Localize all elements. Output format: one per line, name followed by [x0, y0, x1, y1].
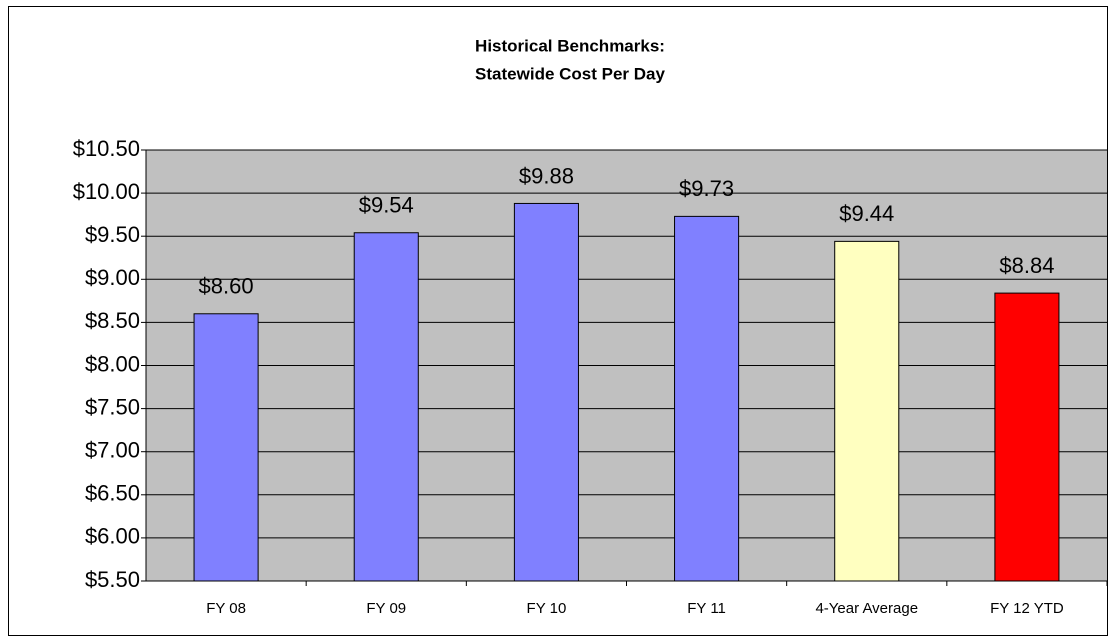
x-tick-label: FY 12 YTD — [990, 600, 1064, 617]
y-tick-label: $7.50 — [85, 394, 140, 419]
x-tick-label: 4-Year Average — [815, 600, 918, 617]
y-tick-label: $8.00 — [85, 351, 140, 376]
x-tick-label: FY 09 — [366, 600, 406, 617]
y-tick-label: $9.50 — [85, 222, 140, 247]
y-tick-label: $10.00 — [73, 179, 140, 204]
y-tick-label: $7.00 — [85, 438, 140, 463]
chart-title: Historical Benchmarks: — [475, 36, 665, 55]
y-tick-label: $6.50 — [85, 481, 140, 506]
value-label: $9.88 — [519, 163, 574, 188]
value-label: $8.60 — [199, 274, 254, 299]
y-tick-label: $8.50 — [85, 308, 140, 333]
bar — [674, 215, 740, 582]
x-tick-label: FY 11 — [687, 600, 726, 617]
value-label: $9.54 — [359, 193, 414, 218]
value-label: $8.84 — [999, 253, 1054, 278]
bar — [994, 292, 1060, 582]
y-tick-label: $9.00 — [85, 265, 140, 290]
bar — [834, 240, 900, 582]
bar — [513, 202, 579, 582]
bar — [193, 313, 259, 582]
value-label: $9.44 — [839, 201, 894, 226]
y-tick-label: $10.50 — [73, 136, 140, 161]
x-tick-label: FY 10 — [527, 600, 567, 617]
value-label: $9.73 — [679, 176, 734, 201]
chart-title: Statewide Cost Per Day — [475, 64, 665, 83]
y-tick-label: $5.50 — [85, 567, 140, 592]
bar — [353, 232, 419, 582]
x-tick-label: FY 08 — [206, 600, 246, 617]
y-tick-label: $6.00 — [85, 524, 140, 549]
